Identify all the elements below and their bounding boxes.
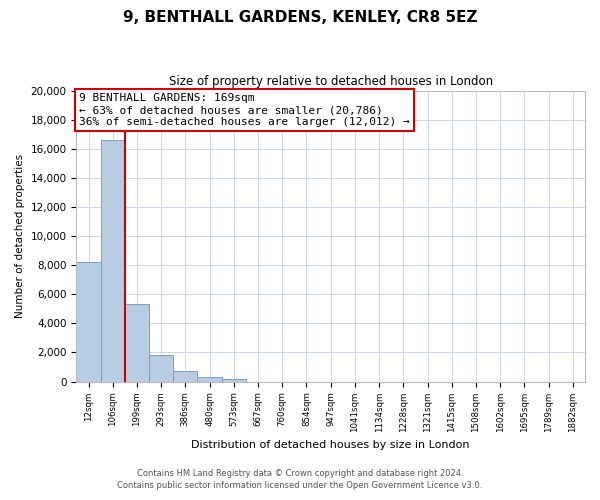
Text: 9 BENTHALL GARDENS: 169sqm
← 63% of detached houses are smaller (20,786)
36% of : 9 BENTHALL GARDENS: 169sqm ← 63% of deta…	[79, 94, 410, 126]
Text: 9, BENTHALL GARDENS, KENLEY, CR8 5EZ: 9, BENTHALL GARDENS, KENLEY, CR8 5EZ	[123, 10, 477, 25]
Bar	[149, 356, 173, 382]
Bar	[173, 370, 197, 382]
Bar	[222, 378, 246, 382]
Bar	[125, 304, 149, 382]
Bar	[76, 262, 101, 382]
Title: Size of property relative to detached houses in London: Size of property relative to detached ho…	[169, 75, 493, 88]
Y-axis label: Number of detached properties: Number of detached properties	[15, 154, 25, 318]
Bar	[101, 140, 125, 382]
Bar	[197, 377, 222, 382]
X-axis label: Distribution of detached houses by size in London: Distribution of detached houses by size …	[191, 440, 470, 450]
Text: Contains HM Land Registry data © Crown copyright and database right 2024.
Contai: Contains HM Land Registry data © Crown c…	[118, 468, 482, 490]
